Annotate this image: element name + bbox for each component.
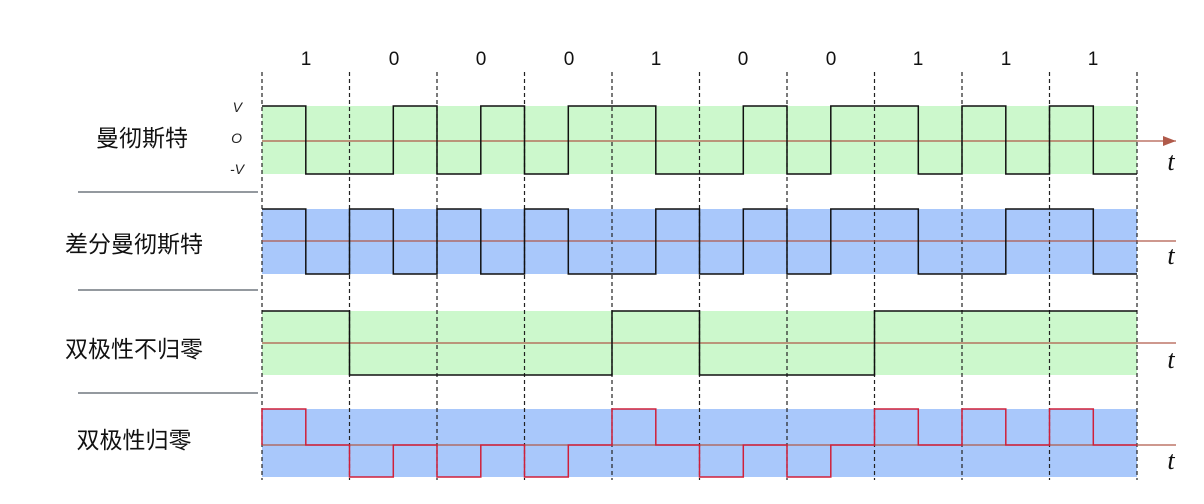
bit-sequence: 1 0 0 0 1 0 0 1 1 1 xyxy=(301,49,1099,70)
row-label-bipolar-rz: 双极性归零 xyxy=(77,428,192,454)
waveforms xyxy=(261,105,1137,478)
bit-label: 1 xyxy=(1088,49,1099,70)
row-label-manchester: 曼彻斯特 xyxy=(96,126,188,152)
time-labels: t t t t xyxy=(1167,147,1175,475)
bit-label: 0 xyxy=(826,49,837,70)
waveform-diff-manchester xyxy=(262,208,1137,275)
time-label: t xyxy=(1167,345,1175,374)
level-labels: V O -V xyxy=(230,99,246,177)
row-label-diff-manchester: 差分曼彻斯特 xyxy=(65,232,203,258)
row-labels: 曼彻斯特 差分曼彻斯特 双极性不归零 双极性归零 xyxy=(65,126,203,454)
time-label: t xyxy=(1167,147,1175,176)
bit-label: 0 xyxy=(738,49,749,70)
row-separators xyxy=(78,191,258,394)
bit-label: 0 xyxy=(389,49,400,70)
bit-label: 1 xyxy=(913,49,924,70)
bit-label: 1 xyxy=(301,49,312,70)
time-label: t xyxy=(1167,446,1175,475)
bit-label: 1 xyxy=(1001,49,1012,70)
row-label-bipolar-nrz: 双极性不归零 xyxy=(65,337,203,363)
bit-label: 0 xyxy=(564,49,575,70)
level-label-zero: O xyxy=(231,130,242,146)
waveform-bipolar-rz xyxy=(261,408,1137,478)
waveform-manchester xyxy=(262,105,1137,175)
axis-arrowhead xyxy=(1163,136,1176,146)
time-label: t xyxy=(1167,241,1175,270)
level-label-low: -V xyxy=(230,161,246,177)
level-label-high: V xyxy=(233,99,244,115)
time-axes xyxy=(262,136,1176,446)
bit-label: 1 xyxy=(651,49,662,70)
waveform-bipolar-nrz xyxy=(262,310,1137,376)
bit-label: 0 xyxy=(476,49,487,70)
